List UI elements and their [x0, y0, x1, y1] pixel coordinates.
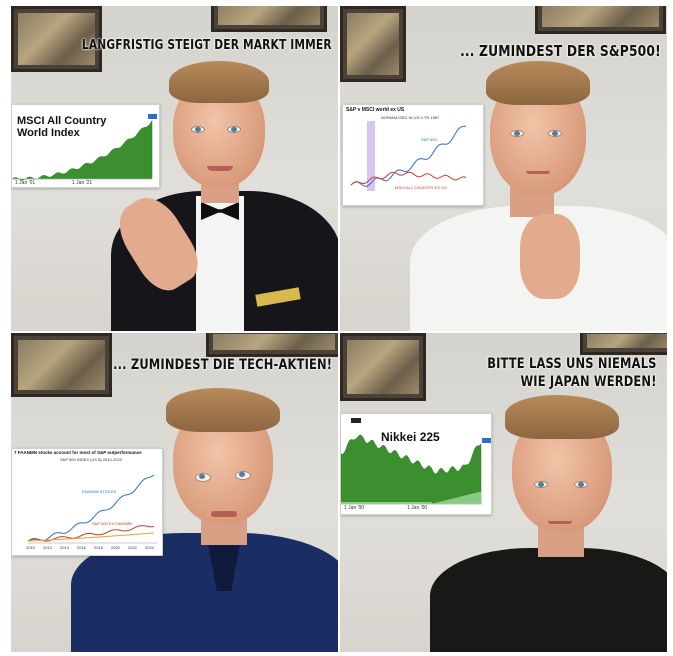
chart-subtitle: NORMALISED IN US 0-TR 1987: [381, 115, 440, 120]
wall-painting: [340, 6, 406, 82]
panel-navy-polo: ... ZUMINDEST DIE TECH-AKTIEN! 7 FAANMN …: [11, 333, 338, 652]
caption: LANGFRISTIG STEIGT DER MARKT IMMER: [82, 38, 332, 53]
msci-area-chart: [12, 114, 157, 181]
faanmn-line-chart: [27, 474, 157, 544]
panel-black-tee: BITTE LASS UNS NIEMALS WIE JAPAN WERDEN!…: [340, 333, 667, 652]
chart-card-sp-vs-world: S&P v MSCI world ex US NORMALISED IN US …: [342, 104, 484, 206]
chart-card-nikkei: Nikkei 225 1 Jan '90 1 Jan '00: [340, 413, 492, 515]
series1-label: FAANMN STOCKS: [82, 489, 117, 494]
chin-hand: [520, 214, 580, 299]
x-tick: 2018: [94, 545, 103, 550]
caption: ... ZUMINDEST DER S&P500!: [460, 42, 661, 60]
x-tick-end: 1 Jan '00: [407, 505, 428, 511]
chart-title: MSCI All Country World Index: [17, 115, 106, 139]
chart-card-faanmn: 7 FAANMN stocks account for most of S&P …: [11, 448, 163, 556]
chart-card-msci: MSCI All Country World Index 1 Jan '01 1…: [11, 104, 160, 188]
x-tick: 2016: [77, 545, 86, 550]
x-tick: 2012: [43, 545, 52, 550]
nikkei-area-chart: [341, 418, 491, 505]
chart-title: 7 FAANMN stocks account for most of S&P …: [14, 450, 142, 455]
chart-title: Nikkei 225: [381, 430, 440, 444]
bow-tie: [201, 202, 239, 220]
wall-painting: [580, 333, 667, 355]
caption-line1: BITTE LASS UNS NIEMALS: [487, 356, 657, 372]
wall-painting: [11, 333, 112, 397]
sp-line-chart: [350, 121, 467, 191]
x-tick: 2022: [128, 545, 137, 550]
chart-subtitle: S&P 500 INDEX (US $) 2010-2023: [60, 457, 122, 462]
x-tick: 2020: [111, 545, 120, 550]
wall-painting: [206, 333, 338, 357]
x-tick-end: 1 Jan '21: [72, 180, 93, 186]
wall-painting: [340, 333, 426, 401]
caption: ... ZUMINDEST DIE TECH-AKTIEN!: [112, 357, 332, 373]
x-tick: 2010: [26, 545, 35, 550]
series1-label: S&P 500: [421, 137, 437, 142]
hair: [169, 61, 269, 103]
chart-title-line2: World Index: [17, 127, 80, 139]
x-tick: 2014: [60, 545, 69, 550]
caption: BITTE LASS UNS NIEMALS WIE JAPAN WERDEN!: [488, 355, 657, 391]
series2-label: S&P 500 EX FAANMN: [92, 521, 132, 526]
hair: [166, 388, 280, 432]
wall-painting: [211, 6, 327, 32]
hair: [505, 395, 619, 439]
panel-white-shirt: ... ZUMINDEST DER S&P500! S&P v MSCI wor…: [340, 6, 667, 331]
black-tshirt: [430, 548, 667, 652]
x-tick-start: 1 Jan '01: [15, 180, 36, 186]
caption-line2: WIE JAPAN WERDEN!: [520, 374, 657, 390]
panel-tuxedo: LANGFRISTIG STEIGT DER MARKT IMMER MSCI …: [11, 6, 338, 331]
wall-painting: [535, 6, 666, 34]
x-tick: 2024: [145, 545, 154, 550]
meme-grid: LANGFRISTIG STEIGT DER MARKT IMMER MSCI …: [11, 6, 667, 652]
chart-title-line1: MSCI All Country: [17, 115, 107, 127]
chart-title: S&P v MSCI world ex US: [346, 107, 405, 113]
wall-painting: [11, 6, 102, 72]
series2-label: MSCI ALL COUNTRY EX US: [395, 185, 447, 190]
x-tick-start: 1 Jan '90: [344, 505, 365, 511]
hair: [486, 61, 590, 105]
